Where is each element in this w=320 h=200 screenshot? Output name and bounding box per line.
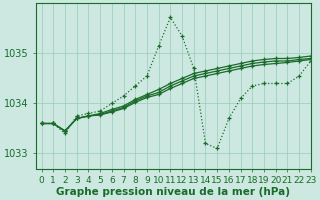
X-axis label: Graphe pression niveau de la mer (hPa): Graphe pression niveau de la mer (hPa) xyxy=(56,187,290,197)
